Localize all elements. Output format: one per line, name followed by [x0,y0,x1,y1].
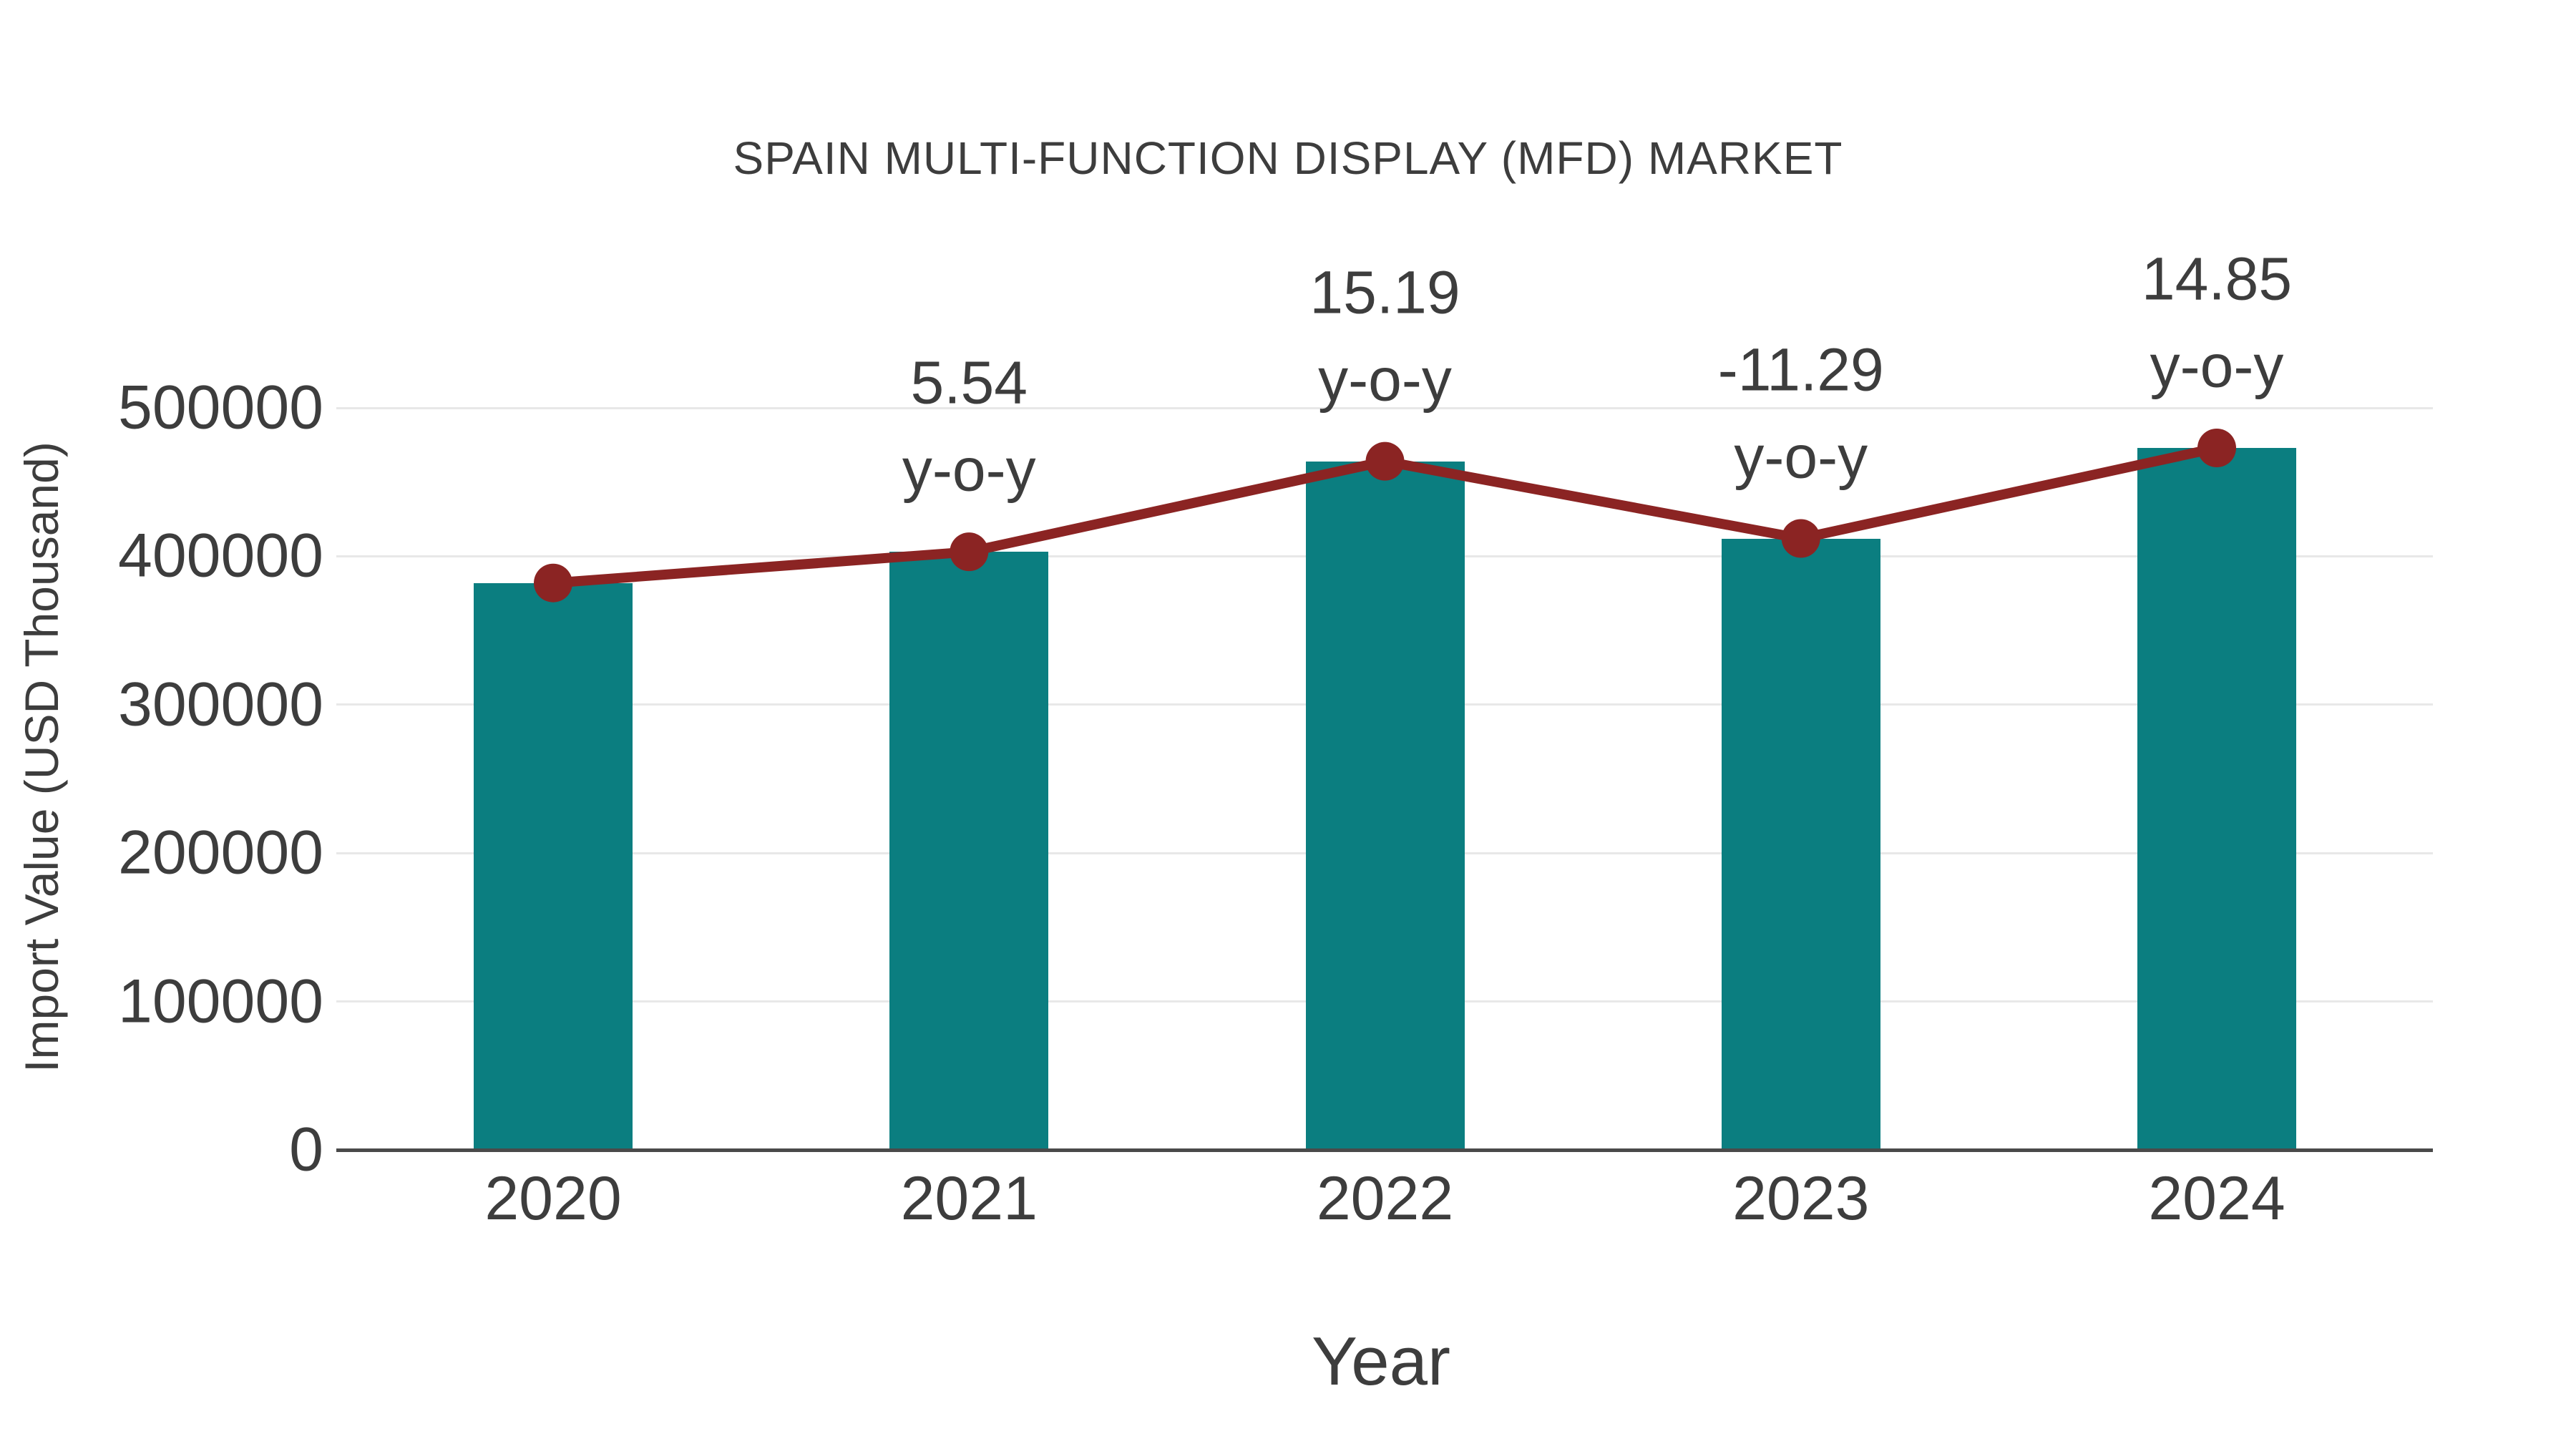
bar-2023 [1721,538,1880,1150]
yoy-suffix-2021: y-o-y [902,436,1036,504]
y-tick-label-300000: 300000 [118,670,323,739]
x-tick-label-2024: 2024 [2148,1164,2285,1233]
y-tick-label-500000: 500000 [118,373,323,442]
x-tick-label-2021: 2021 [900,1164,1038,1233]
yoy-suffix-2023: y-o-y [1734,423,1868,490]
x-tick-label-2020: 2020 [484,1164,622,1233]
bar-2022 [1305,461,1465,1150]
yoy-value-2023: -11.29 [1717,336,1884,403]
yoy-suffix-2022: y-o-y [1318,346,1452,414]
yoy-value-2024: 14.85 [2141,245,2293,313]
y-tick-label-100000: 100000 [118,967,323,1036]
x-axis-line [336,1148,2433,1152]
x-tick-label-2022: 2022 [1316,1164,1454,1233]
x-tick-label-2023: 2023 [1732,1164,1870,1233]
chart-title: SPAIN MULTI-FUNCTION DISPLAY (MFD) MARKE… [733,132,1843,184]
y-tick-label-400000: 400000 [118,521,323,590]
bar-2024 [2137,447,2296,1150]
yoy-value-2021: 5.54 [910,348,1028,416]
y-tick-label-200000: 200000 [118,818,323,887]
yoy-suffix-2024: y-o-y [2150,332,2284,400]
bar-2021 [889,552,1049,1150]
gridline-500000 [336,406,2433,409]
yoy-value-2022: 15.19 [1309,258,1460,326]
y-tick-label-0: 0 [289,1115,323,1184]
x-axis-title: Year [1312,1323,1450,1400]
bar-2020 [474,582,633,1150]
